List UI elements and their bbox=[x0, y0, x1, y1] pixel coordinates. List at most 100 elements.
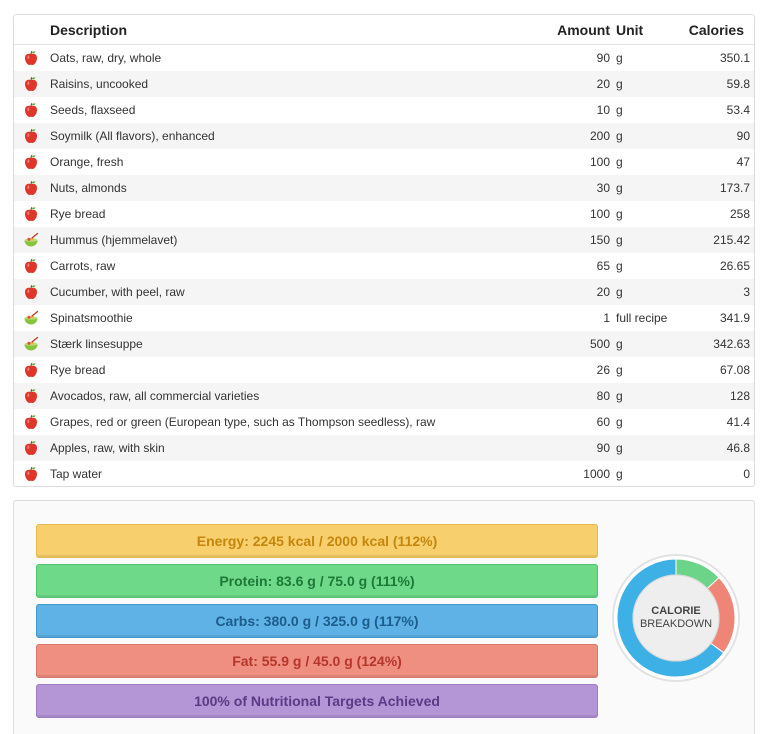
donut-label: CALORIE BREAKDOWN bbox=[611, 553, 741, 683]
table-row[interactable]: Raisins, uncooked 20 g 59.8 bbox=[14, 71, 754, 97]
apple-icon bbox=[25, 466, 37, 481]
row-icon-cell bbox=[14, 284, 48, 300]
row-calories: 53.4 bbox=[726, 103, 750, 117]
donut-label-line1: CALORIE bbox=[651, 605, 701, 617]
row-amount: 90 bbox=[596, 441, 610, 455]
apple-icon bbox=[25, 50, 37, 65]
row-description: Oats, raw, dry, whole bbox=[50, 51, 162, 65]
row-amount: 1 bbox=[603, 311, 610, 325]
row-description: Soymilk (All flavors), enhanced bbox=[50, 129, 215, 143]
recipe-bowl-icon bbox=[24, 232, 39, 247]
table-row[interactable]: Carrots, raw 65 g 26.65 bbox=[14, 253, 754, 279]
fat-text: Fat: 55.9 g / 45.0 g (124%) bbox=[232, 653, 402, 669]
table-row[interactable]: Cucumber, with peel, raw 20 g 3 bbox=[14, 279, 754, 305]
row-calories: 215.42 bbox=[713, 233, 750, 247]
row-unit: g bbox=[616, 207, 623, 221]
table-row[interactable]: Rye bread 100 g 258 bbox=[14, 201, 754, 227]
donut-label-line2: BREAKDOWN bbox=[639, 618, 713, 630]
row-icon-cell bbox=[14, 466, 48, 482]
row-icon-cell bbox=[14, 154, 48, 170]
apple-icon bbox=[25, 284, 37, 299]
table-row[interactable]: Oats, raw, dry, whole 90 g 350.1 bbox=[14, 45, 754, 71]
header-amount[interactable]: Amount bbox=[557, 21, 610, 38]
table-row[interactable]: Rye bread 26 g 67.08 bbox=[14, 357, 754, 383]
apple-icon bbox=[25, 414, 37, 429]
calorie-breakdown-chart[interactable]: CALORIE BREAKDOWN bbox=[611, 553, 741, 683]
table-body: Oats, raw, dry, whole 90 g 350.1 Raisins, un… bbox=[14, 45, 754, 486]
header-unit[interactable]: Unit bbox=[616, 21, 644, 38]
apple-icon bbox=[25, 154, 37, 169]
row-icon-cell bbox=[14, 76, 48, 92]
table-header: Description Amount Unit Calories bbox=[14, 15, 754, 45]
table-row[interactable]: Orange, fresh 100 g 47 bbox=[14, 149, 754, 175]
row-amount: 100 bbox=[589, 155, 610, 169]
table-row[interactable]: Soymilk (All flavors), enhanced 200 g 90 bbox=[14, 123, 754, 149]
table-row[interactable]: Seeds, flaxseed 10 g 53.4 bbox=[14, 97, 754, 123]
row-icon-cell bbox=[14, 310, 48, 326]
nutrition-summary-panel: Energy: 2245 kcal / 2000 kcal (112%) Pro… bbox=[13, 500, 755, 734]
table-row[interactable]: Hummus (hjemmelavet) 150 g 215.42 bbox=[14, 227, 754, 253]
header-calories[interactable]: Calories bbox=[688, 21, 744, 38]
row-amount: 10 bbox=[596, 103, 610, 117]
row-description: Rye bread bbox=[50, 363, 106, 377]
row-calories: 59.8 bbox=[726, 77, 750, 91]
row-description: Seeds, flaxseed bbox=[50, 103, 136, 117]
row-calories: 90 bbox=[736, 129, 750, 143]
row-icon-cell bbox=[14, 336, 48, 352]
row-calories: 0 bbox=[743, 467, 750, 481]
apple-icon bbox=[25, 362, 37, 377]
table-row[interactable]: Spinatsmoothie 1 full recipe 341.9 bbox=[14, 305, 754, 331]
table-row[interactable]: Apples, raw, with skin 90 g 46.8 bbox=[14, 435, 754, 461]
apple-icon bbox=[25, 388, 37, 403]
row-amount: 100 bbox=[589, 207, 610, 221]
row-amount: 90 bbox=[596, 51, 610, 65]
row-calories: 128 bbox=[729, 389, 750, 403]
row-calories: 47 bbox=[736, 155, 750, 169]
row-calories: 3 bbox=[743, 285, 750, 299]
row-description: Hummus (hjemmelavet) bbox=[50, 233, 178, 247]
row-icon-cell bbox=[14, 362, 48, 378]
row-calories: 342.63 bbox=[713, 337, 750, 351]
apple-icon bbox=[25, 258, 37, 273]
row-description: Rye bread bbox=[50, 207, 106, 221]
donut-center bbox=[632, 574, 720, 662]
row-icon-cell bbox=[14, 102, 48, 118]
row-amount: 80 bbox=[596, 389, 610, 403]
table-row[interactable]: Tap water 1000 g 0 bbox=[14, 461, 754, 486]
row-icon-cell bbox=[14, 440, 48, 456]
row-unit: g bbox=[616, 259, 623, 273]
row-unit: full recipe bbox=[616, 311, 668, 325]
table-row[interactable]: Stærk linsesuppe 500 g 342.63 bbox=[14, 331, 754, 357]
row-amount: 65 bbox=[596, 259, 610, 273]
table-row[interactable]: Nuts, almonds 30 g 173.7 bbox=[14, 175, 754, 201]
apple-icon bbox=[25, 102, 37, 117]
protein-text: Protein: 83.6 g / 75.0 g (111%) bbox=[219, 573, 415, 589]
row-unit: g bbox=[616, 233, 623, 247]
row-unit: g bbox=[616, 181, 623, 195]
row-unit: g bbox=[616, 285, 623, 299]
row-unit: g bbox=[616, 155, 623, 169]
row-description: Tap water bbox=[50, 467, 103, 481]
row-icon-cell bbox=[14, 232, 48, 248]
carbs-text: Carbs: 380.0 g / 325.0 g (117%) bbox=[215, 613, 419, 629]
apple-icon bbox=[25, 206, 37, 221]
row-description: Raisins, uncooked bbox=[50, 77, 149, 91]
row-icon-cell bbox=[14, 414, 48, 430]
apple-icon bbox=[25, 128, 37, 143]
row-unit: g bbox=[616, 51, 623, 65]
row-description: Orange, fresh bbox=[50, 155, 124, 169]
protein-bar: Protein: 83.6 g / 75.0 g (111%) bbox=[36, 564, 598, 598]
row-amount: 150 bbox=[589, 233, 610, 247]
table-row[interactable]: Grapes, red or green (European type, suc… bbox=[14, 409, 754, 435]
row-amount: 26 bbox=[596, 363, 610, 377]
row-amount: 1000 bbox=[583, 467, 610, 481]
row-unit: g bbox=[616, 389, 623, 403]
row-icon-cell bbox=[14, 180, 48, 196]
carbs-bar: Carbs: 380.0 g / 325.0 g (117%) bbox=[36, 604, 598, 638]
row-unit: g bbox=[616, 363, 623, 377]
row-calories: 46.8 bbox=[726, 441, 750, 455]
table-row[interactable]: Avocados, raw, all commercial varieties 8… bbox=[14, 383, 754, 409]
header-description[interactable]: Description bbox=[50, 21, 128, 38]
recipe-bowl-icon bbox=[24, 336, 39, 351]
targets-bar: 100% of Nutritional Targets Achieved bbox=[36, 684, 598, 718]
